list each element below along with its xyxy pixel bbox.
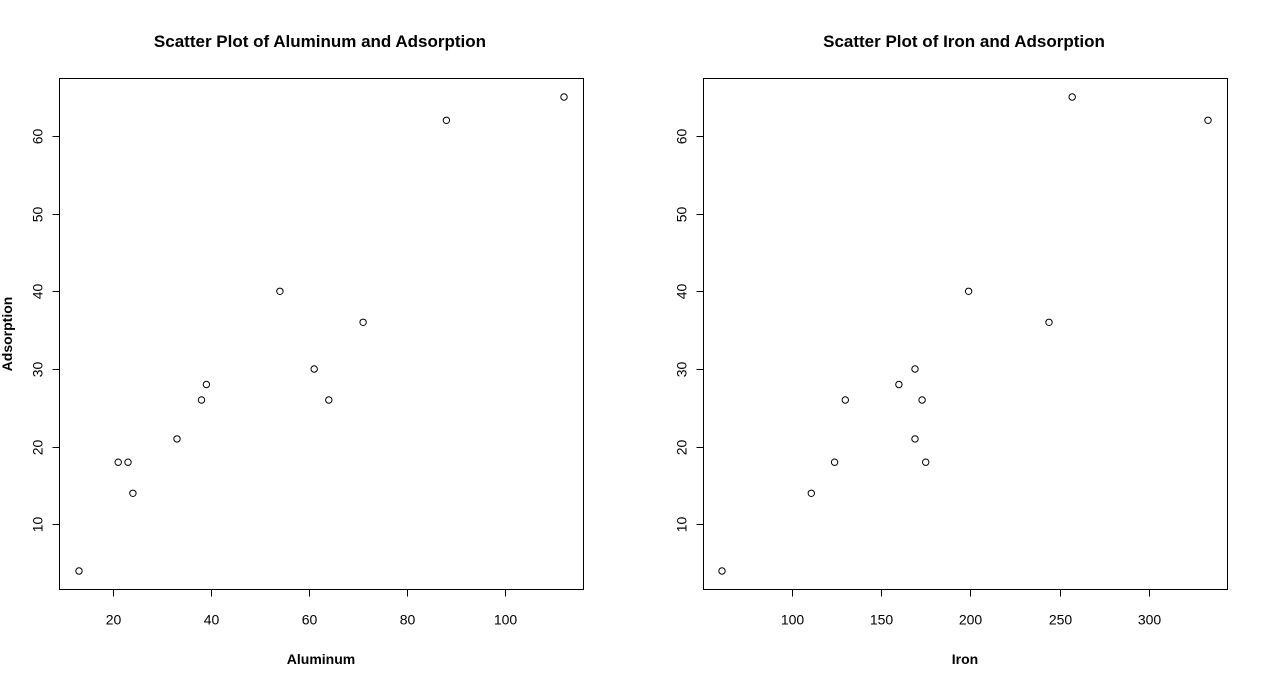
x-tick-label: 40 xyxy=(204,612,220,628)
data-point xyxy=(202,380,211,389)
data-point xyxy=(124,458,132,466)
y-tick-label: 10 xyxy=(674,517,690,533)
x-axis-label: Iron xyxy=(952,651,978,667)
plot-frame xyxy=(59,78,584,590)
data-point xyxy=(841,396,849,404)
data-point xyxy=(1045,318,1053,326)
data-point xyxy=(1204,116,1212,125)
y-tick-label: 30 xyxy=(30,362,46,378)
chart-title: Scatter Plot of Aluminum and Adsorption xyxy=(154,32,486,51)
data-point xyxy=(129,489,137,497)
data-point xyxy=(895,380,903,389)
data-point xyxy=(964,287,973,295)
data-point xyxy=(173,435,181,443)
data-point xyxy=(918,396,926,404)
data-points xyxy=(718,93,1212,575)
y-tick-label: 50 xyxy=(674,207,690,223)
y-axis: 10 20 30 40 50 60 xyxy=(674,129,704,533)
x-tick-label: 250 xyxy=(1049,612,1073,628)
data-point xyxy=(442,116,451,125)
data-point xyxy=(911,365,919,373)
data-point xyxy=(830,458,839,466)
data-point xyxy=(359,318,367,326)
y-tick-label: 30 xyxy=(674,362,690,378)
scatter-panel-iron: Scatter Plot of Iron and Adsorption Iron… xyxy=(674,32,1228,667)
x-tick-label: 20 xyxy=(106,612,122,628)
x-axis: 100 150 200 250 300 xyxy=(781,589,1162,628)
y-tick-label: 50 xyxy=(30,207,46,223)
x-axis-label: Aluminum xyxy=(287,651,355,667)
data-point xyxy=(276,287,284,295)
data-point xyxy=(922,458,930,466)
data-point xyxy=(1068,93,1076,101)
chart-title: Scatter Plot of Iron and Adsorption xyxy=(823,32,1105,51)
data-point xyxy=(325,396,333,404)
data-points xyxy=(75,93,568,575)
data-point xyxy=(911,435,919,443)
y-tick-label: 40 xyxy=(30,284,46,300)
data-point xyxy=(718,567,726,575)
y-axis-label: Adsorption xyxy=(0,297,15,372)
y-tick-label: 20 xyxy=(30,440,46,456)
data-point xyxy=(75,567,83,575)
data-point xyxy=(560,93,568,101)
x-tick-label: 200 xyxy=(959,612,983,628)
y-axis: 10 20 30 40 50 60 xyxy=(30,129,60,533)
x-tick-label: 300 xyxy=(1138,612,1162,628)
x-tick-label: 100 xyxy=(781,612,805,628)
y-tick-label: 20 xyxy=(674,440,690,456)
data-point xyxy=(197,396,206,404)
y-tick-label: 60 xyxy=(30,129,46,145)
x-tick-label: 100 xyxy=(494,612,518,628)
plot-frame xyxy=(703,78,1228,590)
data-point xyxy=(114,458,122,466)
x-tick-label: 150 xyxy=(870,612,894,628)
x-axis: 20 40 60 80 100 xyxy=(106,589,518,628)
y-tick-label: 60 xyxy=(674,129,690,145)
data-point xyxy=(310,365,318,373)
data-point xyxy=(807,489,815,497)
y-tick-label: 40 xyxy=(674,284,690,300)
x-tick-label: 80 xyxy=(400,612,416,628)
y-tick-label: 10 xyxy=(30,517,46,533)
scatter-panel-aluminum: Scatter Plot of Aluminum and Adsorption … xyxy=(0,32,584,667)
x-tick-label: 60 xyxy=(302,612,318,628)
